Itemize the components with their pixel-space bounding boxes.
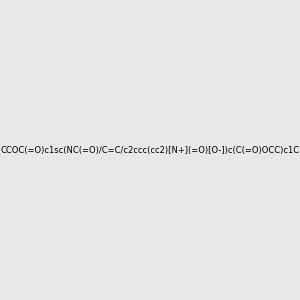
Text: CCOC(=O)c1sc(NC(=O)/C=C/c2ccc(cc2)[N+](=O)[O-])c(C(=O)OCC)c1C: CCOC(=O)c1sc(NC(=O)/C=C/c2ccc(cc2)[N+](=…	[0, 146, 300, 154]
